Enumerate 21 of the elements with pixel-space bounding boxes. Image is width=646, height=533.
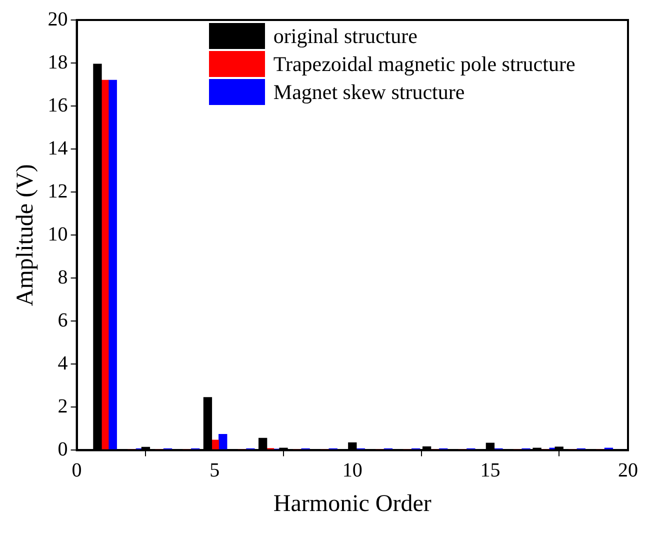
x-tick-label: 15 <box>480 459 500 482</box>
y-tick-label: 16 <box>48 94 68 116</box>
x-tick-label: 0 <box>72 459 82 482</box>
y-tick-label: 4 <box>58 352 68 374</box>
y-tick-label: 10 <box>48 223 68 246</box>
y-tick-label: 2 <box>58 395 68 418</box>
legend-label: Trapezoidal magnetic pole structure <box>273 51 576 78</box>
x-axis-title: Harmonic Order <box>273 490 432 517</box>
y-tick-label: 12 <box>48 180 68 202</box>
y-tick-label: 14 <box>48 137 68 160</box>
y-tick-label: 6 <box>58 309 68 332</box>
x-tick-label: 5 <box>210 459 220 482</box>
y-tick-label: 0 <box>58 438 68 460</box>
y-tick-label: 18 <box>48 51 68 74</box>
x-tick-label: 20 <box>618 459 638 482</box>
legend-label: Magnet skew structure <box>273 79 465 106</box>
y-axis-title: Amplitude (V) <box>12 164 39 306</box>
x-tick-label: 10 <box>342 459 362 482</box>
y-tick-label: 20 <box>48 8 68 30</box>
y-tick-label: 8 <box>58 266 68 288</box>
legend-label: original structure <box>273 23 418 50</box>
